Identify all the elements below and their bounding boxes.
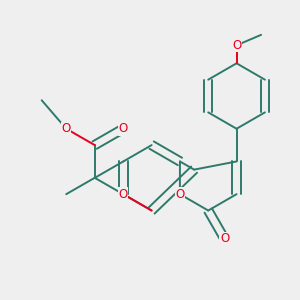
Text: O: O	[220, 232, 229, 245]
Text: O: O	[118, 122, 128, 135]
Text: O: O	[118, 188, 128, 201]
Text: O: O	[61, 122, 71, 135]
Text: O: O	[175, 188, 184, 201]
Text: O: O	[232, 39, 241, 52]
